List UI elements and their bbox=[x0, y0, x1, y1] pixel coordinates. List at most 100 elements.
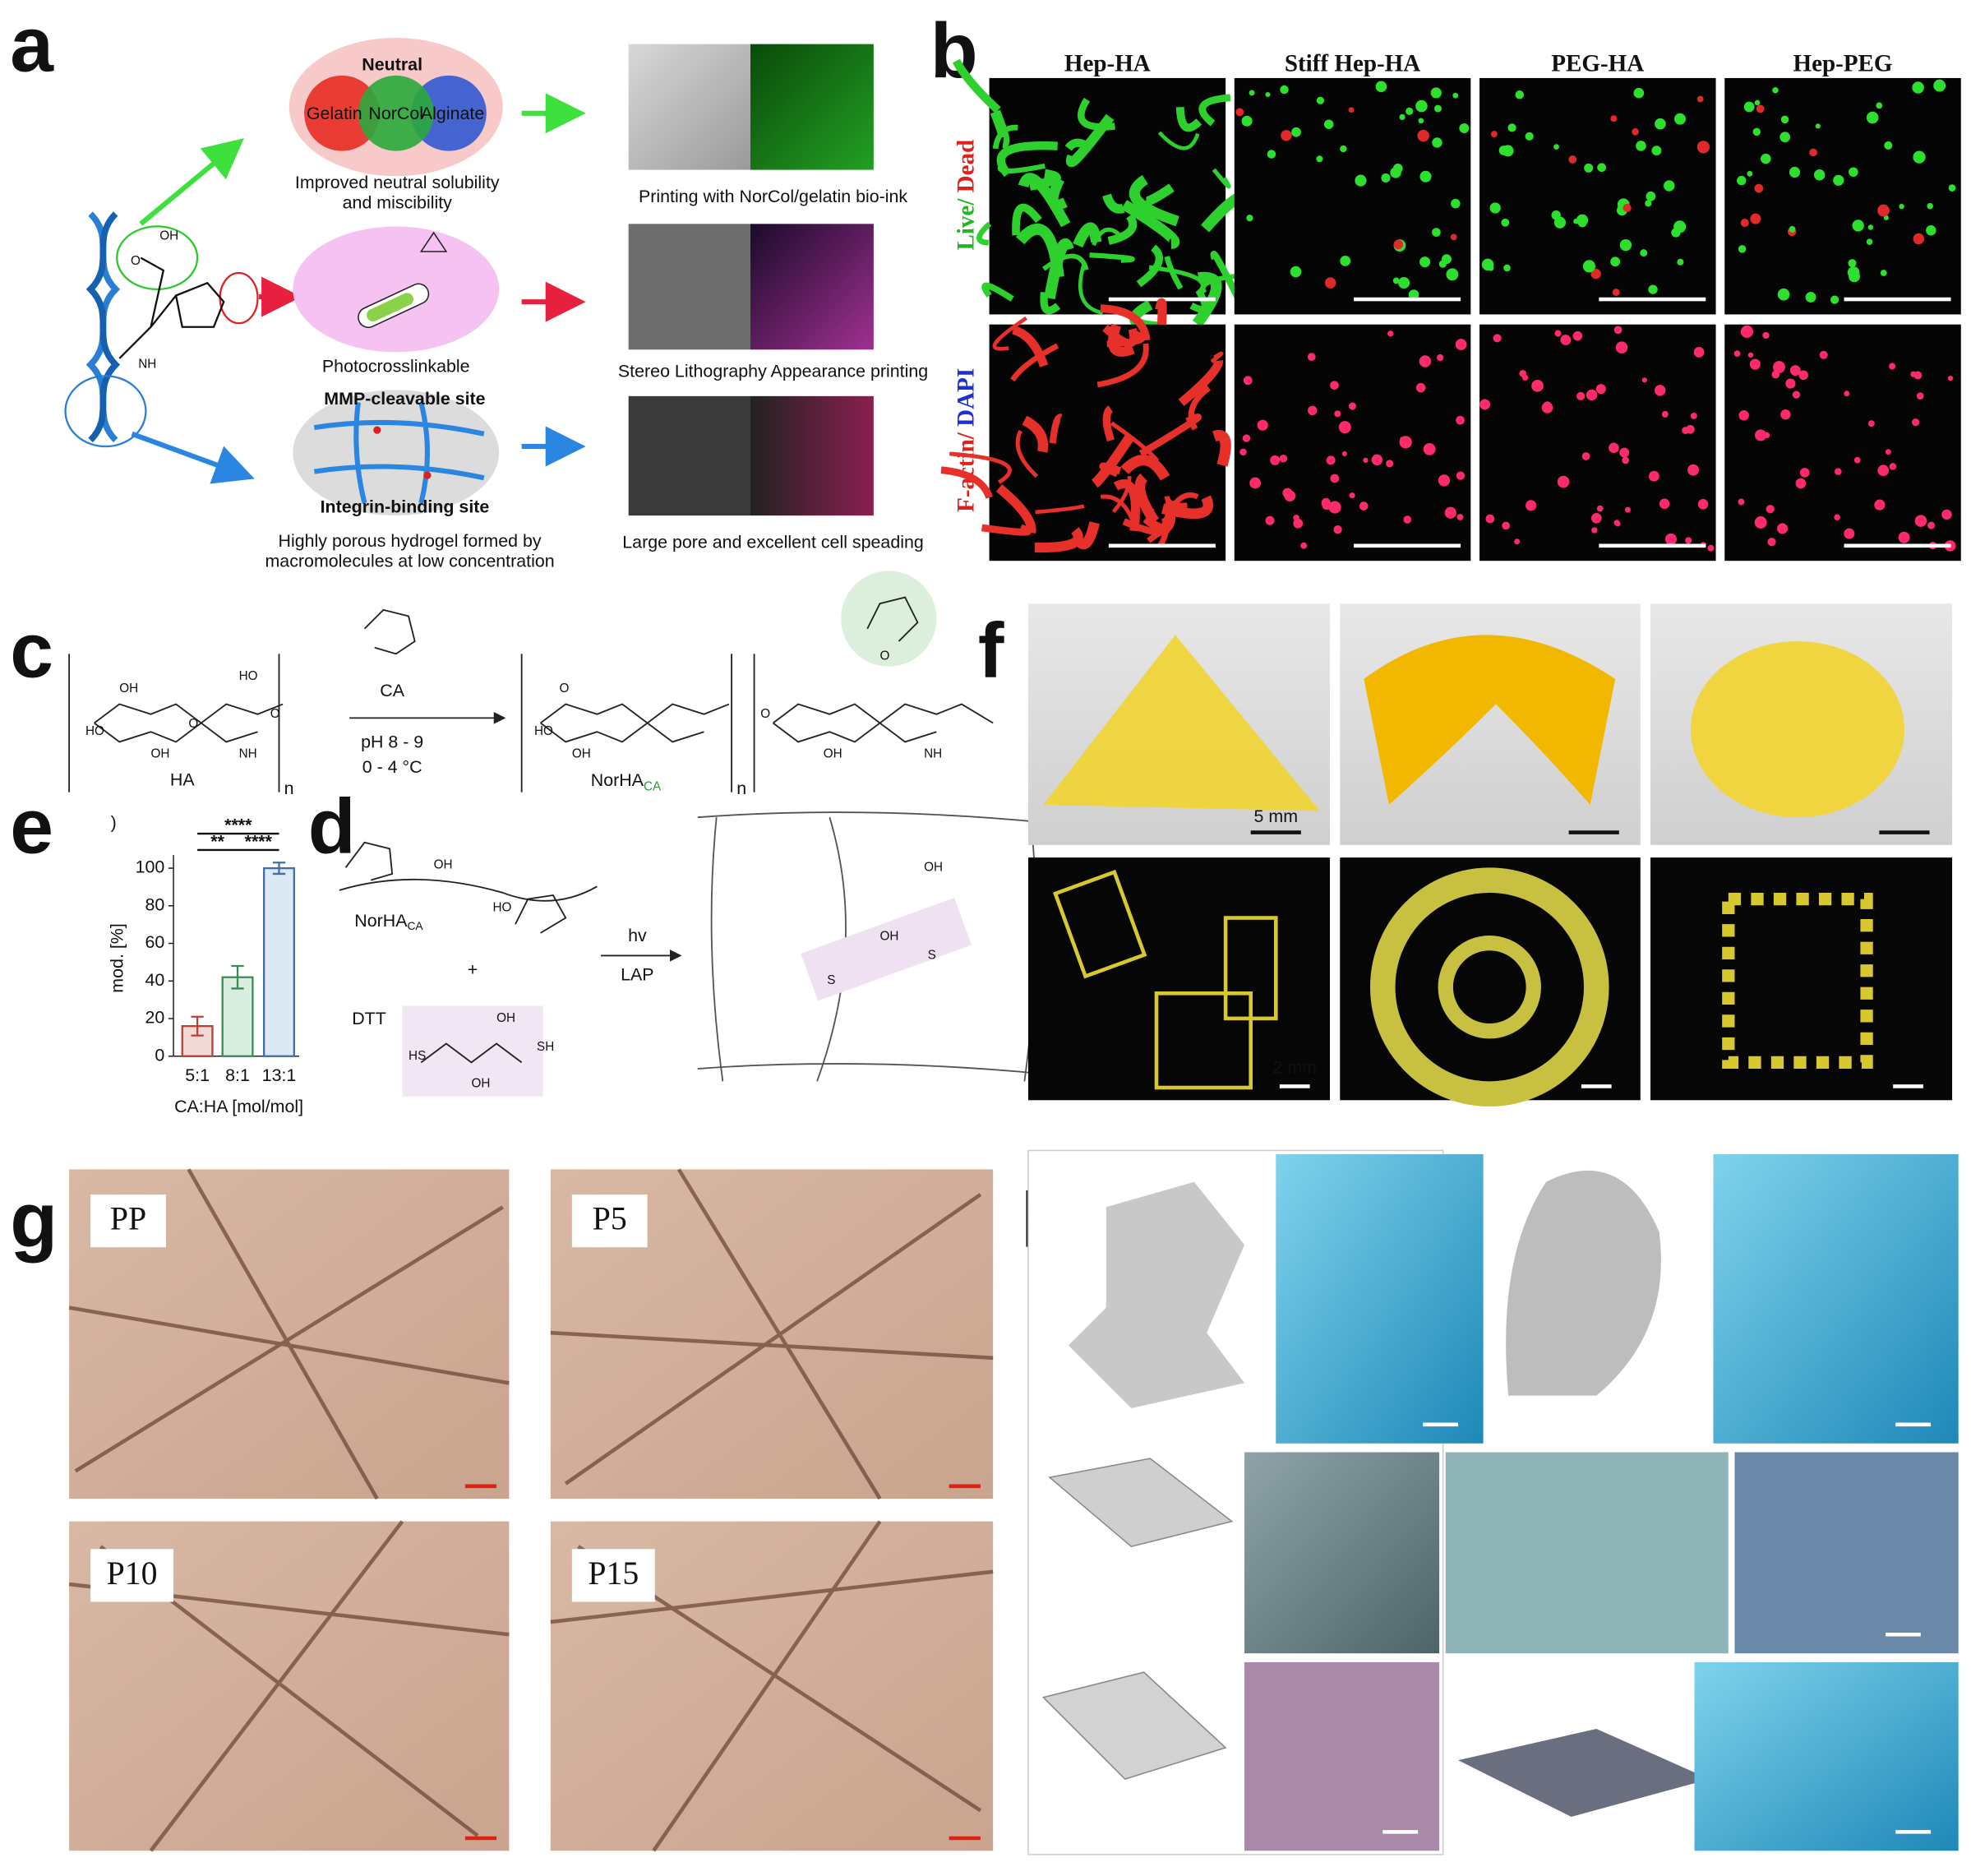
cell bbox=[1284, 490, 1296, 502]
cell bbox=[1387, 330, 1394, 337]
print bbox=[1043, 635, 1320, 811]
cell bbox=[1610, 115, 1618, 122]
photo bbox=[1027, 857, 1331, 1101]
cell bbox=[1819, 350, 1828, 359]
x-tick-label: 8:1 bbox=[225, 1065, 250, 1085]
scale-label: 2 mm bbox=[1272, 1058, 1317, 1078]
highlight bbox=[402, 1005, 543, 1097]
render bbox=[1048, 1458, 1234, 1548]
cell-network bbox=[1198, 94, 1231, 127]
cell bbox=[1884, 141, 1893, 150]
cell bbox=[1359, 501, 1369, 511]
cell bbox=[1531, 380, 1544, 392]
atom: HS bbox=[409, 1049, 426, 1063]
cell bbox=[1525, 132, 1534, 141]
caption: and miscibility bbox=[343, 193, 453, 213]
cell-network bbox=[1073, 521, 1100, 550]
cell-network bbox=[1210, 351, 1224, 364]
cell bbox=[1633, 87, 1645, 99]
cell-network bbox=[1120, 455, 1170, 481]
venn-label: Gelatin bbox=[307, 104, 362, 123]
cell bbox=[1645, 200, 1652, 207]
atom: OH bbox=[880, 930, 899, 944]
cell bbox=[1348, 107, 1355, 113]
strand bbox=[550, 1168, 994, 1500]
bond bbox=[344, 841, 394, 881]
cell-network bbox=[1049, 414, 1064, 444]
cell-network bbox=[1212, 168, 1231, 189]
cell bbox=[1415, 382, 1426, 393]
atom: O bbox=[188, 717, 198, 731]
cell bbox=[1877, 204, 1890, 217]
cell bbox=[1913, 150, 1926, 164]
bond bbox=[772, 703, 994, 724]
cell bbox=[1433, 104, 1442, 113]
photo bbox=[750, 224, 874, 350]
cell bbox=[1792, 390, 1801, 399]
cell bbox=[1432, 137, 1442, 148]
cell bbox=[1328, 501, 1341, 514]
helix bbox=[85, 211, 121, 443]
cell-network bbox=[1040, 292, 1061, 315]
cell bbox=[1752, 127, 1761, 136]
photo bbox=[1276, 1154, 1484, 1444]
atom: OH bbox=[572, 747, 591, 761]
reagent: CA bbox=[380, 681, 404, 700]
photo bbox=[1244, 1661, 1440, 1851]
cell bbox=[1503, 264, 1511, 272]
cell-network bbox=[1121, 200, 1180, 249]
cell-network bbox=[952, 58, 1001, 113]
print bbox=[1154, 991, 1253, 1090]
cell bbox=[1651, 146, 1662, 156]
cell bbox=[1914, 515, 1927, 527]
cell bbox=[1330, 474, 1340, 483]
cell bbox=[1560, 335, 1572, 345]
micrograph bbox=[1479, 324, 1716, 561]
cell-network bbox=[1136, 244, 1163, 288]
cell bbox=[1754, 183, 1764, 193]
cell-network bbox=[1102, 324, 1138, 348]
panel-label: e bbox=[10, 783, 53, 871]
condition: 0 - 4 °C bbox=[362, 757, 422, 777]
panel-b: Hep-HA Stiff Hep-HA PEG-HA Hep-PEG Live/… bbox=[940, 50, 1961, 561]
cell bbox=[1927, 521, 1936, 529]
cell bbox=[1707, 544, 1715, 552]
graphic bbox=[1052, 867, 1873, 1107]
cell bbox=[1889, 463, 1897, 470]
cell bbox=[1489, 202, 1501, 214]
atom: NH bbox=[239, 747, 257, 761]
cell bbox=[1290, 266, 1302, 278]
photo bbox=[628, 395, 751, 516]
atom: O bbox=[880, 649, 890, 663]
network bbox=[697, 811, 1056, 1082]
cell bbox=[1867, 224, 1874, 230]
cell bbox=[1340, 255, 1351, 266]
cell-network bbox=[992, 316, 1027, 351]
cell bbox=[1348, 402, 1356, 410]
cell-network bbox=[1138, 414, 1202, 457]
cell bbox=[1249, 477, 1262, 489]
bond bbox=[772, 722, 937, 743]
cell bbox=[1501, 218, 1510, 227]
cell bbox=[1640, 249, 1648, 256]
photo bbox=[1244, 1452, 1440, 1654]
cell bbox=[1568, 155, 1577, 164]
cell-network bbox=[995, 484, 1036, 534]
cell bbox=[1795, 478, 1807, 489]
cell-network bbox=[1010, 343, 1059, 382]
cell bbox=[1554, 330, 1562, 337]
cell bbox=[1615, 521, 1621, 527]
cell bbox=[1805, 292, 1816, 303]
cell bbox=[1848, 259, 1857, 268]
atom: OH bbox=[151, 747, 170, 761]
bond bbox=[363, 608, 416, 655]
cell bbox=[1235, 108, 1244, 117]
photo bbox=[1445, 1452, 1729, 1654]
label-box bbox=[571, 1194, 648, 1248]
cell bbox=[1257, 419, 1268, 431]
cell bbox=[1400, 437, 1406, 442]
caption: Photocrosslinkable bbox=[322, 356, 470, 376]
cell bbox=[1450, 233, 1457, 241]
cell bbox=[1281, 130, 1292, 141]
photo bbox=[750, 44, 874, 170]
